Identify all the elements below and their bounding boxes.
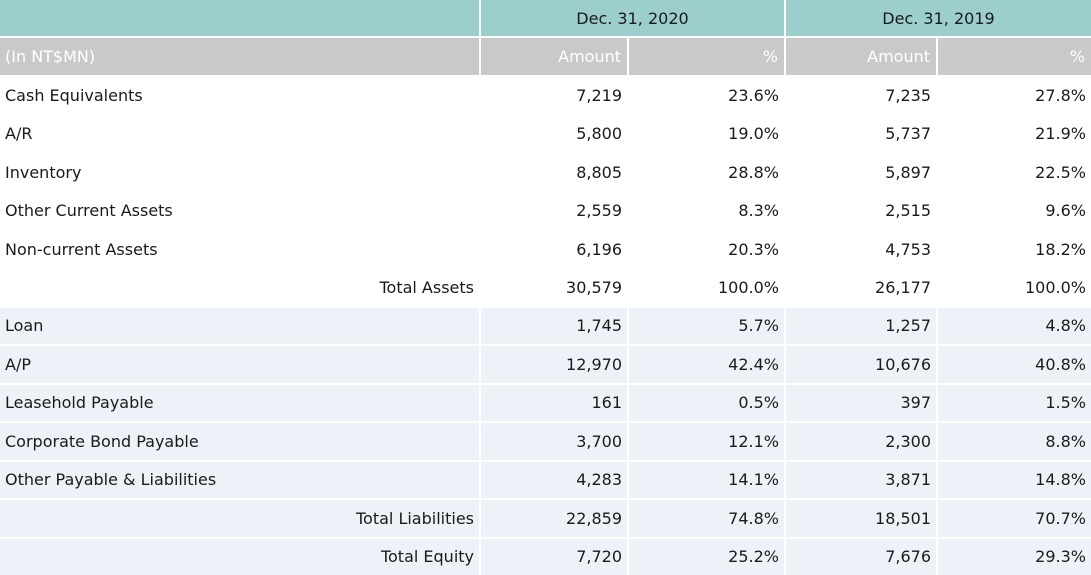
row-label: Other Payable & Liabilities (0, 461, 479, 499)
cell-amount-2020: 8,805 (481, 153, 627, 191)
row-label: Non-current Assets (0, 230, 479, 268)
cell-amount-2020: 4,283 (481, 461, 627, 499)
cell-pct-2020: 28.8% (629, 153, 784, 191)
cell-pct-2019: 27.8% (938, 76, 1091, 114)
cell-amount-2019: 7,676 (786, 538, 936, 575)
cell-amount-2020: 5,800 (481, 115, 627, 152)
cell-amount-2019: 26,177 (786, 269, 936, 306)
cell-amount-2019: 397 (786, 384, 936, 422)
row-label: Cash Equivalents (0, 76, 479, 114)
cell-pct-2020: 5.7% (629, 307, 784, 345)
cell-pct-2019: 4.8% (938, 307, 1091, 345)
cell-amount-2020: 12,970 (481, 346, 627, 383)
cell-pct-2019: 1.5% (938, 384, 1091, 422)
row-label: Total Liabilities (0, 500, 479, 537)
cell-amount-2019: 10,676 (786, 346, 936, 383)
row-label: Total Assets (0, 269, 479, 306)
cell-pct-2020: 42.4% (629, 346, 784, 383)
cell-pct-2020: 0.5% (629, 384, 784, 422)
cell-pct-2019: 70.7% (938, 500, 1091, 537)
cell-pct-2020: 19.0% (629, 115, 784, 152)
cell-pct-2020: 23.6% (629, 76, 784, 114)
cell-pct-2020: 20.3% (629, 230, 784, 268)
cell-pct-2019: 40.8% (938, 346, 1091, 383)
cell-amount-2019: 4,753 (786, 230, 936, 268)
cell-amount-2019: 3,871 (786, 461, 936, 499)
row-label: Inventory (0, 153, 479, 191)
cell-pct-2020: 100.0% (629, 269, 784, 306)
cell-amount-2019: 2,300 (786, 423, 936, 460)
cell-pct-2020: 25.2% (629, 538, 784, 575)
row-label: Leasehold Payable (0, 384, 479, 422)
cell-amount-2020: 1,745 (481, 307, 627, 345)
cell-pct-2019: 29.3% (938, 538, 1091, 575)
cell-pct-2019: 9.6% (938, 192, 1091, 229)
cell-amount-2020: 7,219 (481, 76, 627, 114)
cell-pct-2019: 100.0% (938, 269, 1091, 306)
cell-amount-2020: 22,859 (481, 500, 627, 537)
cell-pct-2020: 74.8% (629, 500, 784, 537)
row-label: A/R (0, 115, 479, 152)
cell-pct-2019: 8.8% (938, 423, 1091, 460)
row-label: A/P (0, 346, 479, 383)
cell-amount-2020: 2,559 (481, 192, 627, 229)
cell-pct-2019: 14.8% (938, 461, 1091, 499)
subheader-amount-2020: Amount (481, 38, 627, 75)
cell-amount-2019: 5,737 (786, 115, 936, 152)
cell-pct-2019: 18.2% (938, 230, 1091, 268)
header-date-2019: Dec. 31, 2019 (786, 0, 1091, 37)
cell-amount-2019: 1,257 (786, 307, 936, 345)
row-label: Loan (0, 307, 479, 345)
cell-pct-2019: 21.9% (938, 115, 1091, 152)
cell-pct-2020: 8.3% (629, 192, 784, 229)
cell-amount-2019: 5,897 (786, 153, 936, 191)
corner-cell (0, 0, 479, 37)
cell-amount-2020: 30,579 (481, 269, 627, 306)
cell-amount-2019: 18,501 (786, 500, 936, 537)
cell-amount-2020: 161 (481, 384, 627, 422)
cell-amount-2020: 3,700 (481, 423, 627, 460)
row-label: Total Equity (0, 538, 479, 575)
unit-label: (In NT$MN) (0, 38, 479, 75)
subheader-pct-2019: % (938, 38, 1091, 75)
cell-amount-2020: 7,720 (481, 538, 627, 575)
cell-amount-2019: 7,235 (786, 76, 936, 114)
row-label: Other Current Assets (0, 192, 479, 229)
row-label: Corporate Bond Payable (0, 423, 479, 460)
cell-amount-2019: 2,515 (786, 192, 936, 229)
subheader-amount-2019: Amount (786, 38, 936, 75)
cell-pct-2020: 14.1% (629, 461, 784, 499)
header-date-2020: Dec. 31, 2020 (481, 0, 784, 37)
cell-pct-2019: 22.5% (938, 153, 1091, 191)
subheader-pct-2020: % (629, 38, 784, 75)
cell-pct-2020: 12.1% (629, 423, 784, 460)
cell-amount-2020: 6,196 (481, 230, 627, 268)
